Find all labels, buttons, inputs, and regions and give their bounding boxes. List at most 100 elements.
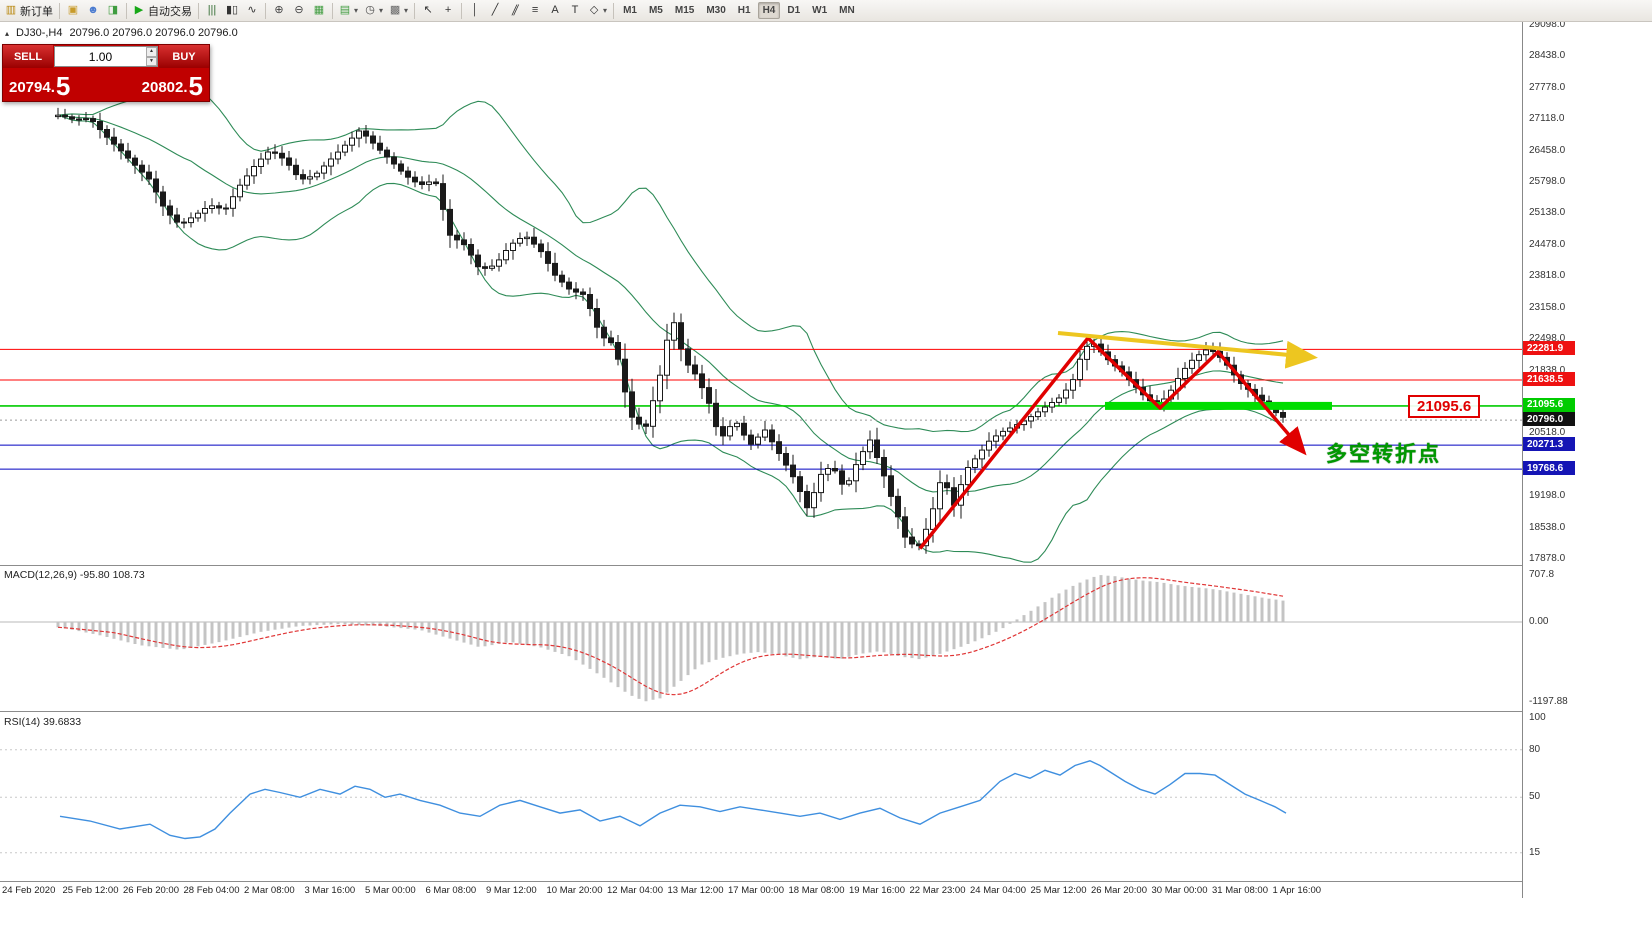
volume-down-button[interactable]: ▼ [145, 56, 157, 66]
dropdown-caret-icon: ▾ [379, 6, 384, 15]
cursor-icon: ↖ [423, 4, 433, 16]
fibonacci-button[interactable]: ≡ [525, 2, 545, 20]
dropdown-caret-icon: ▾ [354, 6, 359, 15]
zoom-out-button[interactable]: ⊖ [289, 2, 309, 20]
dropdown-caret-icon: ▾ [404, 6, 409, 15]
toolbar-separator [613, 2, 615, 19]
profiles-button[interactable]: ☻ [83, 2, 103, 20]
price-tick-label: 20518.0 [1529, 427, 1566, 439]
grid-button[interactable]: ▦ [309, 2, 329, 20]
tf-mn-button[interactable]: MN [834, 2, 860, 19]
buy-button[interactable]: BUY [159, 45, 209, 68]
charts-button[interactable]: ▣ [63, 2, 83, 20]
macd-tick-label: 707.8 [1529, 569, 1555, 580]
templates-button[interactable]: ▩ ▾ [386, 2, 411, 20]
shapes-button[interactable]: ◇ ▾ [585, 2, 610, 20]
date-tick-label: 26 Feb 20:00 [123, 885, 179, 896]
text-icon: A [551, 4, 559, 16]
tf-m30-button[interactable]: M30 [701, 2, 730, 19]
price-tick-label: 23818.0 [1529, 270, 1566, 282]
tf-d1-button[interactable]: D1 [782, 2, 805, 19]
panel-separator[interactable] [0, 565, 1652, 566]
price-line-badge: 21638.5 [1523, 372, 1575, 386]
new-order-button[interactable]: ▥ 新订单 [2, 2, 56, 20]
periods-icon: ◷ [365, 4, 375, 16]
candlestick-chart-button[interactable]: ▮▯ [222, 2, 242, 20]
autotrading-button[interactable]: ▶ 自动交易 [130, 2, 195, 20]
vertical-line-button[interactable]: │ [465, 2, 485, 20]
tf-m1-button[interactable]: M1 [618, 2, 642, 19]
tf-w1-button[interactable]: W1 [807, 2, 832, 19]
toolbar-separator [59, 2, 60, 19]
dropdown-caret-icon: ▾ [603, 6, 608, 15]
date-tick-label: 24 Feb 2020 [2, 885, 56, 896]
time-axis[interactable]: 24 Feb 2020 25 Feb 12:00 26 Feb 20:00 28 Fe… [0, 883, 1522, 898]
date-tick-label: 2 Mar 08:00 [244, 885, 295, 896]
price-tick-label: 19198.0 [1529, 490, 1566, 502]
date-tick-label: 31 Mar 08:00 [1212, 885, 1268, 896]
rsi-indicator-panel[interactable] [0, 713, 1522, 881]
one-click-collapse-icon[interactable]: ▴ [5, 28, 10, 38]
equidistant-channel-icon: ∥ [509, 4, 521, 16]
date-tick-label: 13 Mar 12:00 [667, 885, 724, 896]
new-order-label: 新订单 [20, 5, 53, 18]
date-tick-label: 1 Apr 16:00 [1272, 885, 1322, 896]
periods-button[interactable]: ◷ ▾ [361, 2, 386, 20]
equidistant-channel-button[interactable]: ∥ [505, 2, 525, 20]
shapes-icon: ◇ [589, 4, 599, 16]
templates-icon: ▩ [389, 4, 401, 16]
candlestick-chart-icon: ▮▯ [225, 4, 239, 16]
price-line-badge: 22281.9 [1523, 341, 1575, 356]
date-tick-label: 30 Mar 00:00 [1151, 885, 1208, 896]
buy-price[interactable]: 20802. 5 [141, 71, 203, 101]
tf-m15-button[interactable]: M15 [670, 2, 699, 19]
date-tick-label: 26 Mar 20:00 [1091, 885, 1147, 896]
data-window-button[interactable]: ◨ [103, 2, 123, 20]
cursor-button[interactable]: ↖ [418, 2, 438, 20]
volume-spinner: ▲ ▼ [145, 47, 157, 66]
toolbar-separator [414, 2, 416, 19]
macd-indicator-panel[interactable] [0, 567, 1522, 711]
one-click-prices: 20794. 5 20802. 5 [3, 68, 209, 101]
rsi-tick-label: 80 [1529, 743, 1541, 755]
rsi-tick-label: 15 [1529, 846, 1541, 858]
text-button[interactable]: A [545, 2, 565, 20]
crosshair-icon: + [444, 4, 452, 16]
profiles-icon: ☻ [87, 4, 99, 16]
arrow-tool-button[interactable]: T [565, 2, 585, 20]
date-tick-label: 25 Mar 12:00 [1030, 885, 1087, 896]
volume-input[interactable] [55, 47, 146, 66]
line-chart-button[interactable]: ∿ [242, 2, 262, 20]
price-tick-label: 24478.0 [1529, 238, 1566, 250]
date-tick-label: 19 Mar 16:00 [849, 885, 905, 896]
toolbar-separator [461, 2, 463, 19]
date-tick-label: 3 Mar 16:00 [304, 885, 356, 896]
panel-separator[interactable] [0, 711, 1652, 712]
tf-m5-button[interactable]: M5 [644, 2, 668, 19]
tf-h4-button[interactable]: H4 [757, 2, 781, 19]
fibonacci-icon: ≡ [531, 4, 539, 16]
trendline-button[interactable]: ╱ [485, 2, 505, 20]
line-chart-icon: ∿ [247, 4, 257, 16]
date-tick-label: 12 Mar 04:00 [607, 885, 663, 896]
price-tick-label: 25798.0 [1529, 176, 1566, 187]
tf-h1-button[interactable]: H1 [733, 2, 756, 19]
zoom-in-button[interactable]: ⊕ [269, 2, 289, 20]
one-click-trading-panel: SELL ▲ ▼ BUY 20794.5 20802.5 [2, 44, 210, 102]
price-tick-label: 18538.0 [1529, 521, 1566, 533]
date-tick-label: 6 Mar 08:00 [425, 885, 477, 896]
sell-button[interactable]: SELL [3, 45, 53, 68]
price-tick-label: 17878.0 [1529, 553, 1566, 565]
price-tick-label: 23158.0 [1529, 301, 1566, 313]
date-tick-label: 17 Mar 00:00 [728, 885, 784, 896]
price-tick-label: 28438.0 [1529, 50, 1566, 62]
main-price-chart[interactable] [0, 22, 1522, 565]
new-chart-button[interactable]: ▤ ▾ [336, 2, 361, 20]
bar-chart-button[interactable]: ||| [202, 2, 222, 20]
sell-price[interactable]: 20794. 5 [9, 71, 71, 101]
volume-up-button[interactable]: ▲ [145, 47, 157, 57]
price-scale[interactable]: 29098.0 28438.0 27778.0 27118.0 26458.0 25798… [1522, 19, 1652, 898]
price-tick-label: 26458.0 [1529, 144, 1566, 156]
crosshair-button[interactable]: + [438, 2, 458, 20]
